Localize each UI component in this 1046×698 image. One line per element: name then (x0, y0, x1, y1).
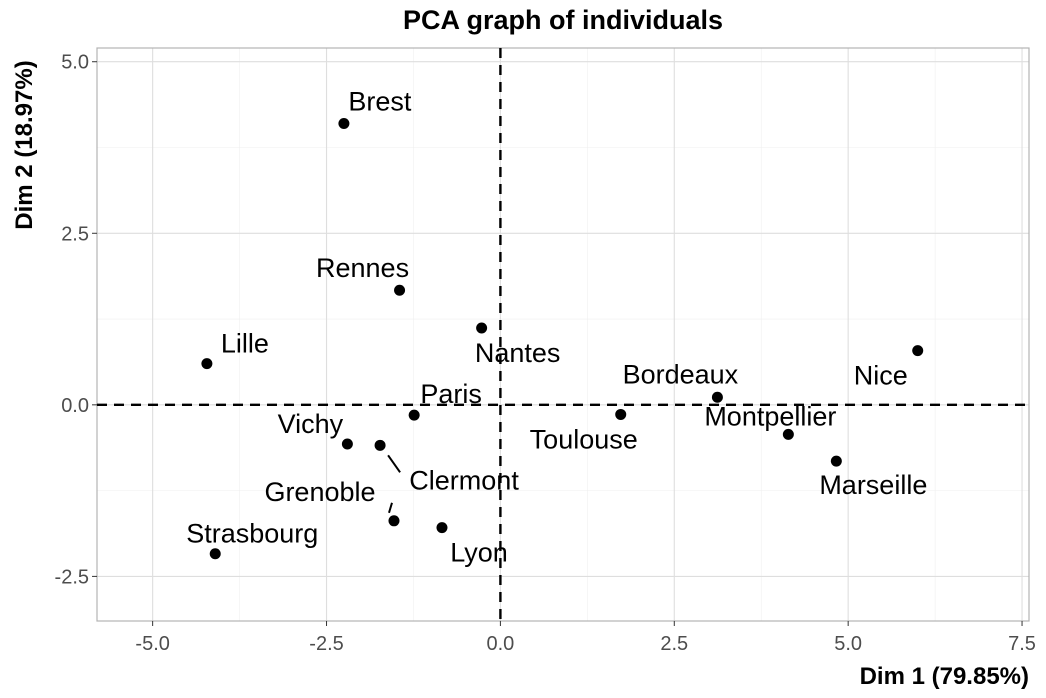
label-vichy: Vichy (278, 409, 344, 439)
point-lille (201, 358, 213, 370)
point-nice (912, 345, 924, 357)
leader-clermont (387, 454, 401, 473)
x-axis-title: Dim 1 (79.85%) (860, 663, 1029, 690)
point-marseille (830, 455, 842, 467)
y-tick-label: 5.0 (61, 52, 89, 74)
point-clermont (374, 439, 386, 451)
label-lille: Lille (221, 329, 269, 359)
data-points (201, 117, 924, 560)
point-montpellier (782, 428, 794, 440)
label-rennes: Rennes (316, 253, 409, 283)
label-leaders (387, 454, 401, 514)
point-brest (338, 117, 350, 129)
label-bordeaux: Bordeaux (623, 359, 739, 389)
x-tick-label: 7.5 (1008, 633, 1036, 655)
leader-grenoble (388, 502, 393, 514)
label-brest: Brest (348, 86, 412, 116)
y-tick-label: 0.0 (61, 395, 89, 417)
label-toulouse: Toulouse (530, 424, 638, 454)
point-nantes (476, 322, 488, 334)
label-paris: Paris (420, 379, 482, 409)
point-bordeaux (711, 391, 723, 403)
label-clermont: Clermont (409, 465, 519, 495)
point-grenoble (388, 515, 400, 527)
x-tick-label: -2.5 (309, 633, 343, 655)
panel-border (96, 47, 1030, 622)
axis-ticks: -5.0 -2.5 0.0 2.5 5.0 7.5 -2.5 0.0 2.5 5.0 (55, 52, 1036, 655)
x-tick-label: -5.0 (135, 633, 169, 655)
point-paris (408, 409, 420, 421)
chart-title: PCA graph of individuals (403, 5, 723, 35)
point-labels: Brest Rennes Nantes Lille Paris Vichy Clermont… (186, 86, 927, 567)
label-strasbourg: Strasbourg (186, 519, 318, 549)
label-nice: Nice (854, 361, 908, 391)
x-tick-label: 5.0 (834, 633, 862, 655)
y-axis-title: Dim 2 (18.97%) (11, 60, 38, 229)
point-toulouse (615, 408, 627, 420)
point-vichy (341, 438, 353, 450)
point-lyon (436, 522, 448, 534)
grid (97, 48, 1029, 621)
label-nantes: Nantes (475, 338, 561, 368)
x-tick-label: 0.0 (486, 633, 514, 655)
label-marseille: Marseille (819, 470, 927, 500)
label-grenoble: Grenoble (264, 477, 375, 507)
label-lyon: Lyon (450, 538, 508, 568)
y-tick-label: -2.5 (55, 566, 89, 588)
point-rennes (394, 284, 406, 296)
label-montpellier: Montpellier (704, 401, 836, 431)
y-tick-label: 2.5 (61, 223, 89, 245)
x-tick-label: 2.5 (660, 633, 688, 655)
point-strasbourg (209, 548, 221, 560)
